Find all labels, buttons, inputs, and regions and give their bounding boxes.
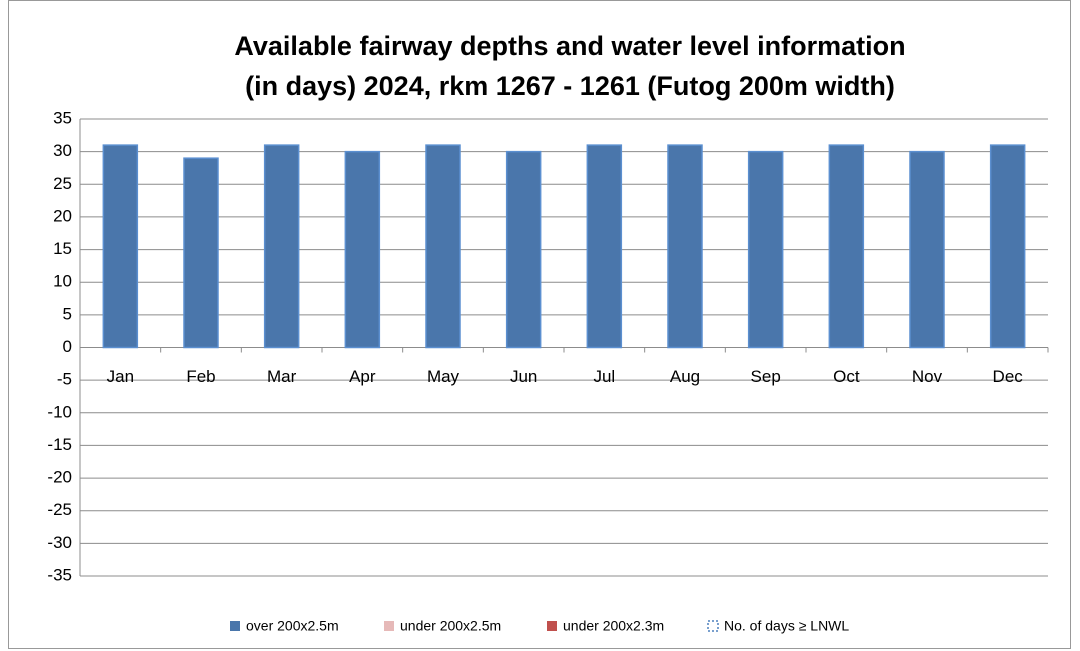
bar xyxy=(989,144,1026,349)
x-tick-label: Aug xyxy=(670,367,700,386)
legend-swatch xyxy=(547,621,557,631)
y-tick-label: 25 xyxy=(53,174,72,193)
bar xyxy=(747,150,784,349)
x-tick-label: Oct xyxy=(833,367,860,386)
x-tick-label: Dec xyxy=(993,367,1024,386)
legend-label: over 200x2.5m xyxy=(246,618,339,634)
bar xyxy=(667,144,703,349)
x-tick-label: May xyxy=(427,367,460,386)
y-tick-label: -5 xyxy=(57,370,72,389)
y-tick-label: -20 xyxy=(47,468,72,487)
bar xyxy=(425,144,461,349)
y-tick-label: 15 xyxy=(53,239,72,258)
bar xyxy=(183,157,219,349)
y-tick-label: -15 xyxy=(47,435,72,454)
y-tick-label: 10 xyxy=(53,272,72,291)
chart-title: (in days) 2024, rkm 1267 - 1261 (Futog 2… xyxy=(245,71,895,101)
bar xyxy=(586,144,623,349)
y-tick-label: -30 xyxy=(47,533,72,552)
y-tick-label: 0 xyxy=(63,337,72,356)
bar xyxy=(344,150,381,349)
legend-swatch xyxy=(707,620,719,632)
legend-label: under 200x2.3m xyxy=(563,618,664,634)
bar xyxy=(505,150,542,349)
x-tick-label: Jun xyxy=(510,367,537,386)
y-tick-label: -35 xyxy=(47,565,72,584)
y-tick-label: 5 xyxy=(63,304,72,323)
y-tick-label: -10 xyxy=(47,402,72,421)
chart-title: Available fairway depths and water level… xyxy=(234,31,905,61)
y-tick-label: 35 xyxy=(53,108,72,127)
y-tick-label: -25 xyxy=(47,500,72,519)
bar xyxy=(263,144,300,349)
x-tick-label: Feb xyxy=(186,367,215,386)
bar xyxy=(828,144,865,349)
legend-label: under 200x2.5m xyxy=(400,618,501,634)
x-tick-label: Jan xyxy=(107,367,134,386)
legend-swatch xyxy=(384,621,394,631)
x-tick-label: Jul xyxy=(593,367,615,386)
x-tick-label: Apr xyxy=(349,367,376,386)
bar xyxy=(909,150,945,349)
y-tick-label: 30 xyxy=(53,141,72,160)
x-tick-label: Sep xyxy=(751,367,781,386)
legend-label: No. of days ≥ LNWL xyxy=(724,618,849,634)
x-tick-label: Mar xyxy=(267,367,297,386)
legend-swatch xyxy=(230,621,240,631)
y-tick-label: 20 xyxy=(53,206,72,225)
x-tick-label: Nov xyxy=(912,367,943,386)
bar xyxy=(102,144,139,349)
